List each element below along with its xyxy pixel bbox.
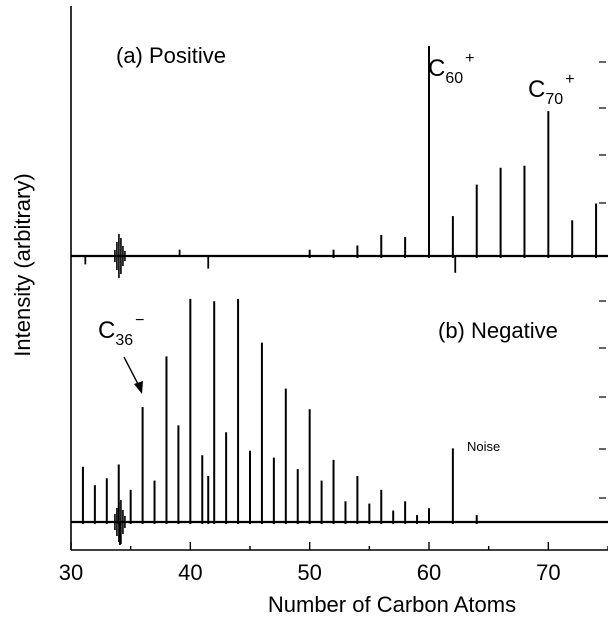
panel-label-positive: (a) Positive [116,43,226,68]
x-tick-label: 30 [59,560,83,585]
x-axis-tick-labels: 30 40 50 60 70 [59,560,561,585]
annotation-c36-arrow [123,356,143,394]
plot-frame [70,6,608,551]
x-tick-label: 40 [178,560,202,585]
noise-burst-negative [114,500,126,544]
noise-burst-positive [114,234,126,278]
panel-label-negative: (b) Negative [438,318,558,343]
x-tick-label: 70 [536,560,560,585]
x-tick-label: 60 [417,560,441,585]
spectrum-positive [71,46,608,278]
annotation-c60: C60+ [428,50,474,87]
x-tick-label: 50 [297,560,321,585]
annotation-noise: Noise [467,439,500,454]
spectrum-negative [71,298,608,545]
annotation-c70: C70+ [528,71,574,108]
spectra [71,46,608,545]
annotation-c36: C36− [98,312,144,349]
y-axis-label: Intensity (arbitrary) [10,173,35,356]
x-axis-ticks [70,542,608,550]
x-axis-label: Number of Carbon Atoms [268,592,516,617]
right-axis-ticks [599,61,606,499]
